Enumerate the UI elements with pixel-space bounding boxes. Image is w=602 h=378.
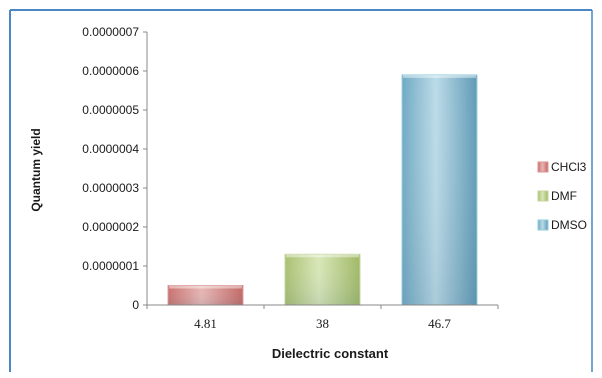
x-axis-label: Dielectric constant (272, 346, 389, 361)
bar-shade (402, 74, 477, 306)
x-tick-label: 46.7 (428, 316, 451, 331)
legend-label: CHCl3 (551, 160, 587, 174)
bar-dmso (401, 74, 478, 306)
bar-chcl3 (167, 285, 244, 306)
frame-lines (9, 9, 593, 372)
y-tick-labels: 0 0.0000001 0.0000002 0.0000003 0.0000004 0.0… (82, 25, 139, 312)
legend-label: DMSO (551, 218, 587, 232)
bar-cap (286, 254, 359, 258)
legend-swatch (537, 190, 549, 202)
y-tick-label: 0.0000005 (82, 103, 139, 117)
legend-item-dmso: DMSO (537, 218, 587, 232)
x-tick-label: 4.81 (194, 316, 217, 331)
y-tick-label: 0 (132, 298, 139, 312)
y-tick-label: 0.0000007 (82, 25, 139, 39)
y-axis-label: Quantum yield (29, 128, 43, 211)
x-tick-label: 38 (316, 316, 329, 331)
bar-cap (403, 74, 476, 78)
legend-swatch (537, 161, 549, 173)
y-tick-label: 0.0000004 (82, 142, 139, 156)
legend-label: DMF (551, 189, 577, 203)
bars (167, 74, 478, 306)
y-tick-label: 0.0000001 (82, 259, 139, 273)
axes (143, 31, 499, 309)
bar-shade (285, 254, 360, 305)
legend: CHCl3 DMF DMSO (537, 160, 587, 232)
bar-cap (169, 285, 242, 289)
x-tick-labels: 4.81 38 46.7 (194, 316, 451, 331)
bar-shade (168, 285, 243, 305)
legend-swatch (537, 219, 549, 231)
legend-item-chcl3: CHCl3 (537, 160, 587, 174)
bar-dmf (284, 253, 361, 306)
y-tick-label: 0.0000003 (82, 181, 139, 195)
y-tick-label: 0.0000002 (82, 220, 139, 234)
legend-item-dmf: DMF (537, 189, 577, 203)
y-tick-label: 0.0000006 (82, 64, 139, 78)
